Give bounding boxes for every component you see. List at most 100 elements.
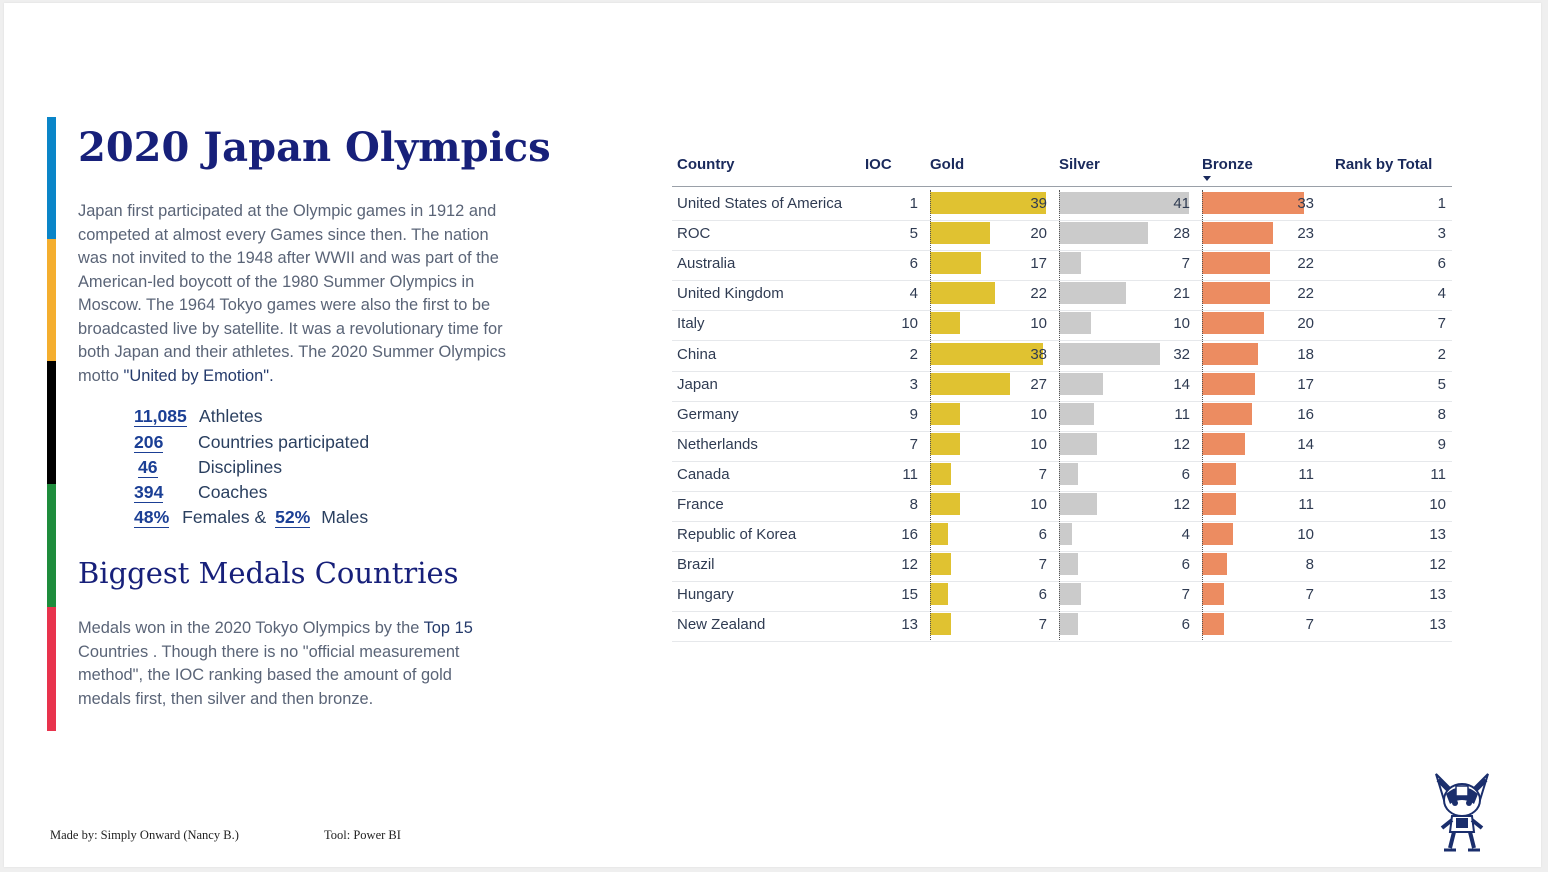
- ioc-cell: 6: [909, 255, 918, 273]
- bronze-value: 10: [1297, 526, 1314, 544]
- gold-value: 39: [1030, 195, 1047, 212]
- country-cell: Netherlands: [677, 435, 758, 453]
- gold-bar: [930, 523, 948, 546]
- bronze-value: 7: [1305, 586, 1314, 604]
- medals-table: Country IOC Gold Silver Bronze Rank by T…: [672, 150, 1452, 650]
- table-row[interactable]: United Kingdom 4 22 21 22 4: [672, 280, 1452, 312]
- gold-bar: [930, 282, 996, 305]
- country-cell: Italy: [677, 315, 705, 333]
- gold-bar: [930, 312, 960, 335]
- female-percent: 48%: [134, 507, 170, 528]
- bronze-value: 7: [1305, 616, 1314, 634]
- silver-bar: [1059, 192, 1189, 214]
- bronze-value: 33: [1297, 195, 1314, 212]
- rank-value: 5: [1437, 375, 1446, 393]
- desc-before: Medals won in the 2020 Tokyo Olympics by…: [78, 619, 424, 637]
- gold-value: 17: [1030, 255, 1047, 273]
- gold-value: 10: [1030, 315, 1047, 333]
- silver-axis-line: [1059, 190, 1060, 640]
- bronze-value: 22: [1297, 255, 1314, 273]
- table-row[interactable]: United States of America 1 39 41 33 1: [672, 190, 1452, 221]
- table-row[interactable]: New Zealand 13 7 6 7 13: [672, 611, 1452, 643]
- ioc-cell: 1: [909, 195, 918, 212]
- gold-bar: [930, 462, 951, 485]
- column-header-rank[interactable]: Rank by Total: [1335, 156, 1433, 173]
- column-header-ioc[interactable]: IOC: [865, 156, 892, 173]
- bronze-bar: [1202, 432, 1246, 455]
- table-row[interactable]: Canada 11 7 6 11 11: [672, 461, 1452, 492]
- sort-descending-icon[interactable]: [1203, 176, 1211, 181]
- country-cell: Republic of Korea: [677, 526, 797, 544]
- stripe-blue: [47, 117, 56, 239]
- section-description: Medals won in the 2020 Tokyo Olympics by…: [78, 617, 498, 711]
- gold-value: 10: [1030, 405, 1047, 423]
- stripe-yellow: [47, 239, 56, 361]
- stat-athletes: 11,085 Athletes: [134, 406, 263, 427]
- country-cell: ROC: [677, 225, 711, 243]
- table-row[interactable]: ROC 5 20 28 23 3: [672, 220, 1452, 252]
- gold-value: 20: [1030, 225, 1047, 243]
- rank-value: 9: [1437, 435, 1446, 453]
- gold-axis-line: [930, 190, 931, 640]
- bronze-value: 11: [1298, 496, 1314, 513]
- country-cell: Australia: [677, 255, 736, 273]
- footer-made-by: Made by: Simply Onward (Nancy B.): [50, 828, 239, 842]
- gold-value: 6: [1038, 586, 1047, 604]
- stat-label: Coaches: [198, 482, 268, 502]
- table-row[interactable]: Italy 10 10 10 20 7: [672, 310, 1452, 342]
- gold-bar: [930, 583, 948, 606]
- rank-value: 6: [1437, 255, 1446, 273]
- table-row[interactable]: Australia 6 17 7 22 6: [672, 250, 1452, 282]
- rank-value: 7: [1437, 315, 1446, 333]
- stat-label: Athletes: [199, 406, 263, 426]
- silver-value: 12: [1173, 496, 1190, 513]
- bronze-value: 18: [1297, 345, 1314, 363]
- silver-value: 32: [1173, 345, 1190, 363]
- footer-tool: Tool: Power BI: [324, 828, 401, 842]
- column-header-bronze[interactable]: Bronze: [1202, 156, 1253, 173]
- rank-value: 10: [1429, 496, 1446, 513]
- report-page: [4, 3, 1541, 867]
- rank-value: 8: [1437, 405, 1446, 423]
- country-cell: France: [677, 496, 724, 513]
- silver-bar: [1059, 613, 1079, 636]
- stat-value: 206: [134, 432, 164, 453]
- column-header-country[interactable]: Country: [677, 156, 735, 173]
- male-label: Males: [321, 507, 369, 527]
- bronze-value: 14: [1297, 435, 1314, 453]
- table-row[interactable]: Netherlands 7 10 12 14 9: [672, 431, 1452, 462]
- gold-value: 10: [1030, 435, 1047, 453]
- bronze-bar: [1202, 252, 1271, 275]
- section-title: Biggest Medals Countries: [78, 556, 459, 590]
- table-row[interactable]: Hungary 15 6 7 7 13: [672, 581, 1452, 613]
- column-header-silver[interactable]: Silver: [1059, 156, 1100, 173]
- ioc-cell: 3: [909, 375, 918, 393]
- stat-value: 394: [134, 482, 164, 503]
- stat-coaches: 394 Coaches: [134, 482, 267, 503]
- gold-bar: [930, 553, 951, 576]
- bronze-value: 17: [1297, 375, 1314, 393]
- gold-value: 7: [1038, 556, 1047, 574]
- ioc-cell: 8: [909, 496, 918, 513]
- bronze-bar: [1202, 222, 1274, 245]
- bronze-value: 11: [1298, 465, 1314, 483]
- column-header-gold[interactable]: Gold: [930, 156, 965, 173]
- gold-bar: [930, 372, 1011, 395]
- table-row[interactable]: Germany 9 10 11 16 8: [672, 401, 1452, 432]
- intro-paragraph: Japan first participated at the Olympic …: [78, 200, 518, 388]
- bronze-value: 16: [1297, 405, 1314, 423]
- gold-value: 6: [1038, 526, 1047, 544]
- table-row[interactable]: China 2 38 32 18 2: [672, 341, 1452, 372]
- table-row[interactable]: Brazil 12 7 6 8 12: [672, 551, 1452, 583]
- table-row[interactable]: Republic of Korea 16 6 4 10 13: [672, 521, 1452, 553]
- table-row[interactable]: Japan 3 27 14 17 5: [672, 371, 1452, 402]
- table-row[interactable]: France 8 10 12 11 10: [672, 491, 1452, 522]
- rank-value: 13: [1429, 616, 1446, 634]
- country-cell: China: [677, 345, 717, 363]
- gold-value: 10: [1030, 496, 1047, 513]
- gold-value: 27: [1030, 375, 1047, 393]
- silver-bar: [1059, 523, 1072, 546]
- country-cell: New Zealand: [677, 616, 766, 634]
- silver-value: 10: [1173, 315, 1190, 333]
- stripe-red: [47, 607, 56, 731]
